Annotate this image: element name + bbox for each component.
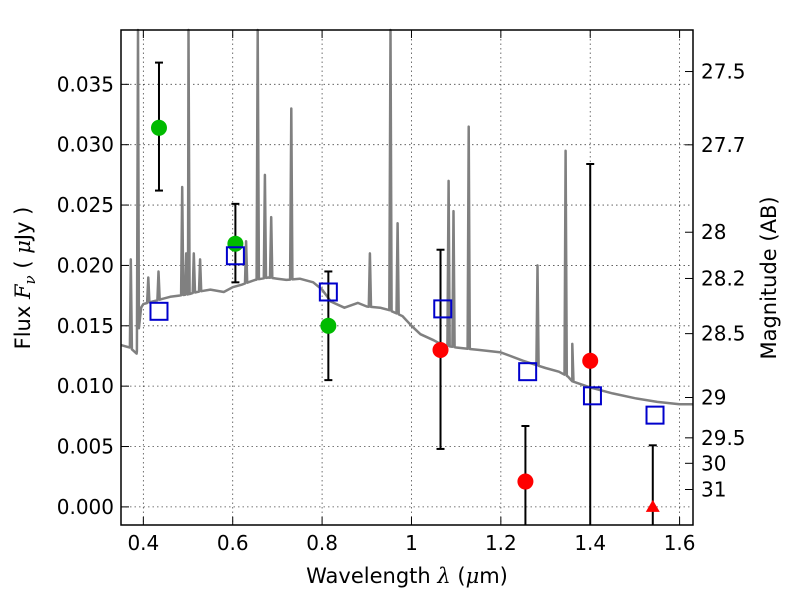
x-label-mu: μ bbox=[466, 564, 480, 588]
model-photometry-point bbox=[645, 405, 665, 425]
y-tick-label: 0.020 bbox=[57, 253, 114, 277]
y-tick-label: 0.000 bbox=[57, 495, 114, 519]
y2-tick-label: 29.5 bbox=[701, 426, 746, 450]
x-tick-label: 0.8 bbox=[306, 531, 338, 555]
y2-tick-label: 28 bbox=[701, 220, 726, 244]
y-label-open: ( bbox=[11, 254, 35, 276]
plot-frame bbox=[120, 29, 694, 526]
x-tick-label: 0.4 bbox=[127, 531, 159, 555]
x-label-unit: m) bbox=[479, 564, 508, 588]
y-label-mu: μ bbox=[11, 240, 35, 254]
y-tick-label: 0.005 bbox=[57, 435, 114, 459]
y2-tick-label: 27.5 bbox=[701, 60, 746, 84]
data-point bbox=[517, 473, 534, 490]
x-axis-label: Wavelength λ (μm) bbox=[306, 564, 508, 588]
y-label-nu: ν bbox=[21, 275, 39, 284]
x-tick-label: 1 bbox=[405, 531, 418, 555]
model-spectrum bbox=[120, 28, 693, 406]
y2-tick-label: 28.5 bbox=[701, 322, 746, 346]
model-photometry-point bbox=[225, 246, 245, 266]
data-point bbox=[227, 235, 244, 252]
y-axis-label: Flux Fν ( μJy ) bbox=[11, 207, 39, 350]
y-label-f: F bbox=[11, 283, 35, 300]
model-spectrum-line bbox=[120, 28, 693, 406]
model-photometry-point bbox=[518, 362, 538, 382]
x-tick-label: 1.6 bbox=[664, 531, 696, 555]
x-label-text: Wavelength bbox=[306, 564, 437, 588]
y2-tick-label: 27.7 bbox=[701, 133, 746, 157]
y2-tick-label: 30 bbox=[701, 451, 726, 475]
model-photometry-point bbox=[433, 299, 453, 319]
x-tick-label: 1.4 bbox=[574, 531, 606, 555]
y2-axis-label: Magnitude (AB) bbox=[757, 196, 781, 359]
x-label-open: ( bbox=[451, 564, 466, 588]
axis-ticks: 0.4 0.6 0.8 1 1.2 1.4 1.6 0.000 0.005 0.010 0.015 0… bbox=[57, 30, 746, 555]
data-point bbox=[432, 341, 449, 358]
y2-tick-label: 28.2 bbox=[701, 266, 746, 290]
data-point bbox=[150, 119, 167, 136]
y-tick-label: 0.015 bbox=[57, 314, 114, 338]
data-point bbox=[320, 317, 337, 334]
y2-tick-label: 31 bbox=[701, 478, 726, 502]
model-photometry-point bbox=[582, 386, 602, 406]
data-point bbox=[582, 352, 599, 369]
x-tick-label: 0.6 bbox=[217, 531, 249, 555]
model-photometry-point bbox=[318, 282, 338, 302]
y-label-unit: Jy ) bbox=[11, 207, 35, 243]
y-label-text: Flux bbox=[11, 299, 35, 349]
x-label-lambda: λ bbox=[436, 564, 450, 588]
grid bbox=[121, 30, 693, 525]
y2-tick-label: 29 bbox=[701, 386, 726, 410]
y-tick-label: 0.025 bbox=[57, 193, 114, 217]
model-photometry-point bbox=[149, 301, 169, 321]
y-tick-label: 0.030 bbox=[57, 133, 114, 157]
y-tick-label: 0.010 bbox=[57, 374, 114, 398]
data-markers bbox=[149, 119, 665, 512]
x-tick-label: 1.2 bbox=[485, 531, 517, 555]
y-tick-label: 0.035 bbox=[57, 72, 114, 96]
upper-limit-point bbox=[645, 499, 660, 512]
